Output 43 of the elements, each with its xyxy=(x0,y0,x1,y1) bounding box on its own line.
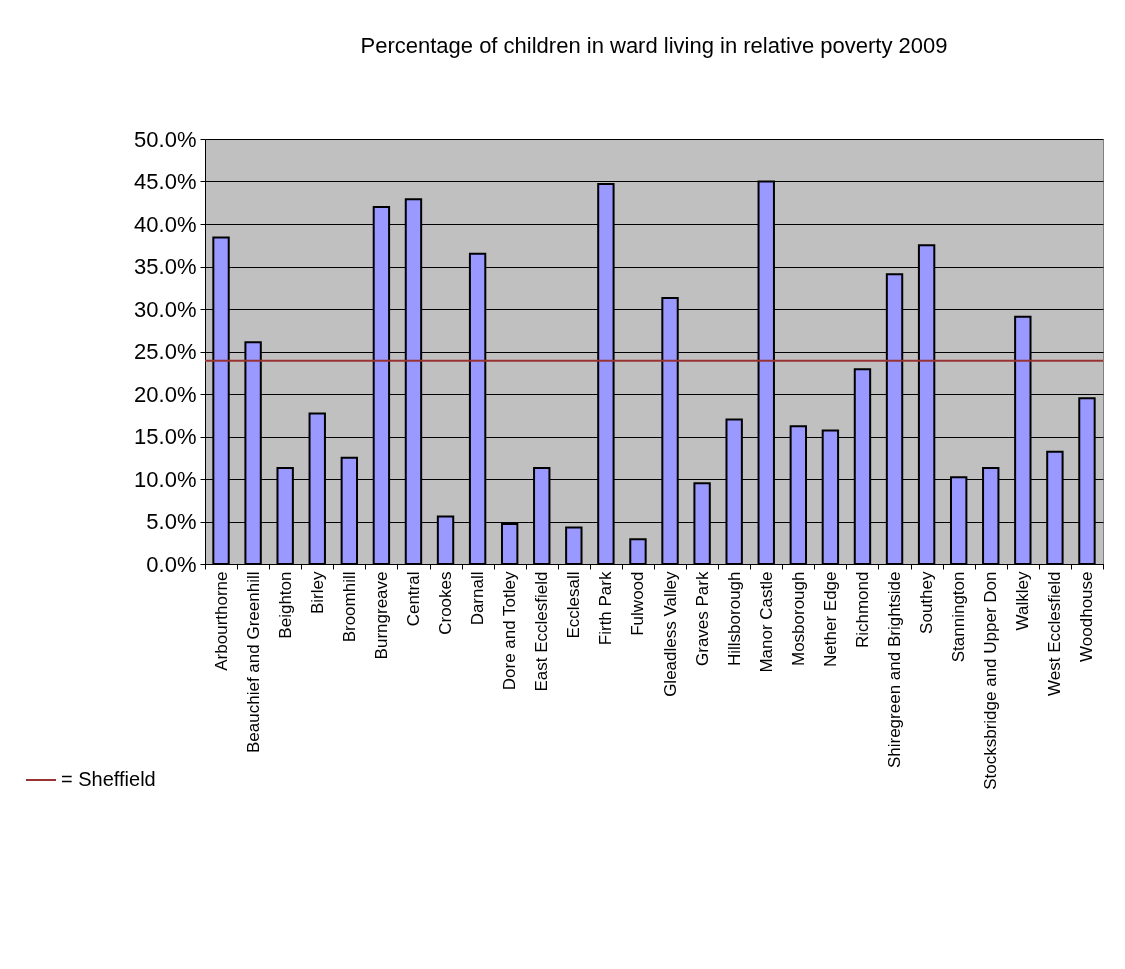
x-tick-label: East Ecclesfield xyxy=(532,571,552,692)
y-tick-label: 0.0% xyxy=(146,551,197,577)
x-tick-label: Woodhouse xyxy=(1077,571,1097,662)
y-tick-label: 45.0% xyxy=(134,169,197,194)
legend-label: = Sheffield xyxy=(61,768,156,790)
bar xyxy=(565,526,583,565)
x-tick-label: Crookes xyxy=(436,571,456,635)
x-tick-label: Walkley xyxy=(1013,571,1033,631)
x-tick-label: Stocksbridge and Upper Don xyxy=(981,571,1001,790)
x-tick-label: Firth Park xyxy=(596,571,616,646)
y-tick-label: 35.0% xyxy=(134,254,197,279)
y-tick-label: 40.0% xyxy=(134,211,197,237)
y-tick-label: 50.0% xyxy=(134,126,197,152)
x-tick-label: Richmond xyxy=(852,571,872,649)
x-tick-label: Beauchief and Greenhill xyxy=(243,571,263,753)
x-tick-label: Hillsborough xyxy=(724,571,744,666)
x-tick-label: Burngreave xyxy=(371,571,391,660)
y-tick-label: 30.0% xyxy=(134,296,197,322)
x-tick-label: Nether Edge xyxy=(820,571,840,667)
x-tick-label: Gleadless Valley xyxy=(660,571,680,697)
x-tick-label: Central xyxy=(403,571,423,627)
x-tick-label: Ecclesall xyxy=(564,571,584,639)
chart-title: Percentage of children in ward living in relative poverty 2009 xyxy=(360,33,948,58)
y-tick-label: 10.0% xyxy=(134,466,197,492)
x-tick-label: Shiregreen and Brightside xyxy=(885,571,905,769)
x-tick-label: Broomhill xyxy=(339,571,359,643)
y-tick-label: 20.0% xyxy=(134,381,197,407)
x-tick-label: Darnall xyxy=(468,571,488,626)
x-tick-label: West Ecclesfield xyxy=(1045,571,1065,696)
y-tick-label: 25.0% xyxy=(134,339,197,364)
x-tick-label: Stannington xyxy=(949,571,969,663)
x-tick-label: Arbourthorne xyxy=(211,571,231,671)
x-tick-label: Beighton xyxy=(275,571,295,639)
x-tick-label: Fulwood xyxy=(628,571,648,636)
x-tick-label: Dore and Totley xyxy=(500,571,520,691)
x-tick-label: Birley xyxy=(307,571,327,615)
x-tick-label: Graves Park xyxy=(692,571,712,666)
x-tick-label: Southey xyxy=(917,571,937,634)
x-tick-label: Mosborough xyxy=(788,571,808,667)
bar xyxy=(629,538,647,565)
y-tick-label: 15.0% xyxy=(134,424,197,449)
y-tick-label: 5.0% xyxy=(146,509,197,534)
x-tick-label: Manor Castle xyxy=(756,571,776,673)
